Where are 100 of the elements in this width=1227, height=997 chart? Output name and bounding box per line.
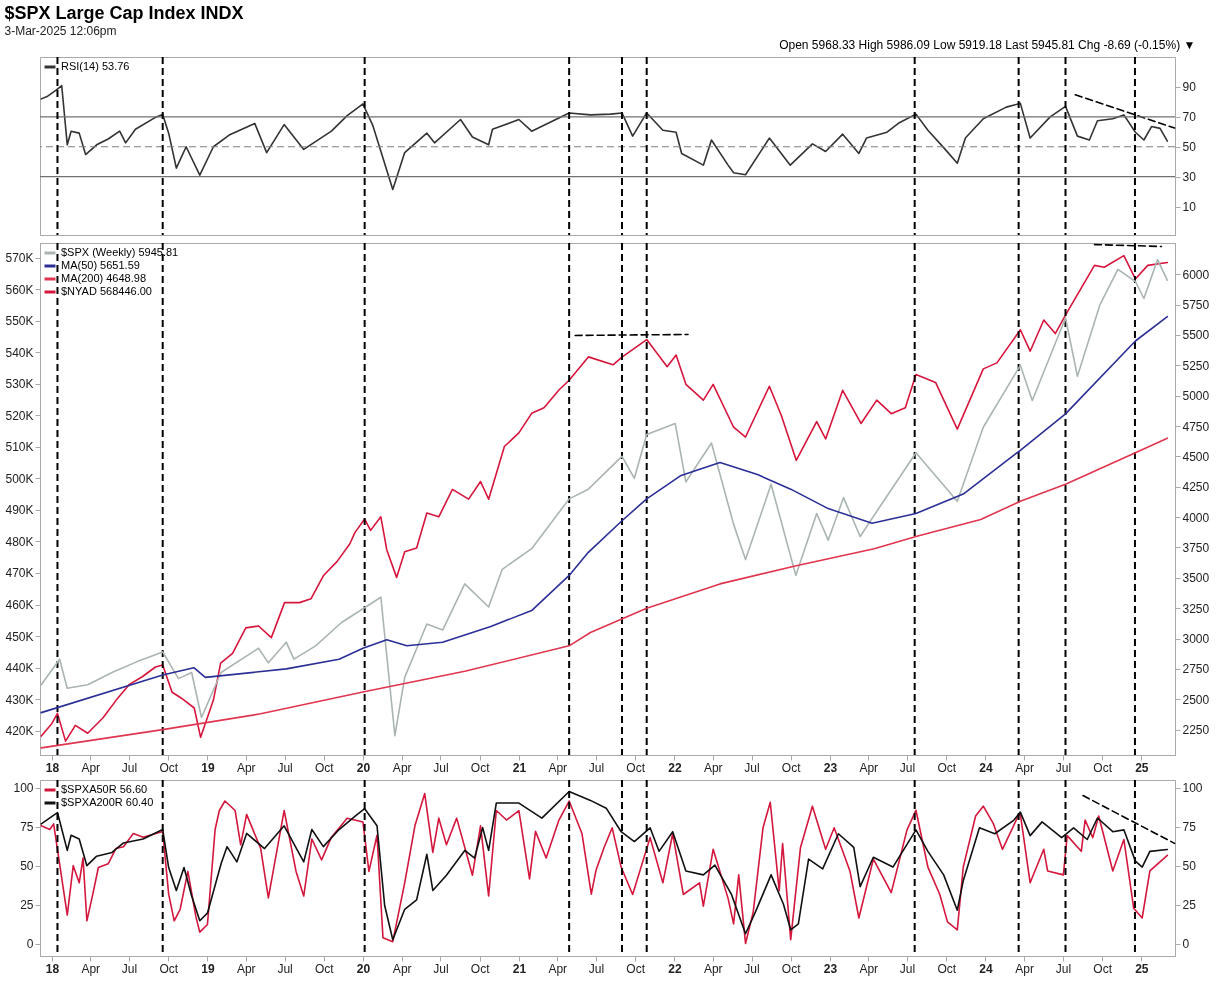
y-tick-label: 100 <box>13 781 34 796</box>
y-tick-label: 480K <box>5 534 34 549</box>
x-tick-label: 20 <box>356 961 371 976</box>
y-tick-label: 50 <box>20 859 34 874</box>
x-tick-label: Jul <box>744 961 760 976</box>
y2-tick-label: 4750 <box>1182 419 1210 434</box>
y2-tick-label: 2750 <box>1182 662 1210 677</box>
x-tick-label: Oct <box>781 760 802 775</box>
y2-tick-label: 5000 <box>1182 389 1210 404</box>
x-tick-label: Apr <box>548 961 568 976</box>
y-tick-label: 540K <box>5 345 34 360</box>
x-tick-label: Apr <box>859 760 879 775</box>
y2-tick-label: 5250 <box>1182 358 1210 373</box>
x-tick-label: 24 <box>979 961 993 976</box>
x-tick-label: Apr <box>392 961 412 976</box>
legend-label: RSI(14) 53.76 <box>61 60 130 72</box>
chart-subtitle: 3-Mar-2025 12:06pm <box>4 23 117 38</box>
x-tick-label: Apr <box>81 961 101 976</box>
x-tick-label: 25 <box>1135 961 1149 976</box>
x-tick-label: 18 <box>45 760 60 775</box>
y2-tick-label: 4500 <box>1182 449 1210 464</box>
x-tick-label: Jul <box>588 961 605 976</box>
x-tick-label: 22 <box>668 760 682 775</box>
x-tick-label: Jul <box>1055 961 1072 976</box>
y2-tick-label: 6000 <box>1182 267 1210 282</box>
x-tick-label: 20 <box>356 760 371 775</box>
y2-tick-label: 30 <box>1182 170 1197 185</box>
x-tick-label: Oct <box>626 760 646 775</box>
x-tick-label: 22 <box>668 961 682 976</box>
y2-tick-label: 5750 <box>1182 298 1210 313</box>
x-tick-label: 18 <box>45 961 60 976</box>
x-tick-label: Jul <box>433 760 449 775</box>
y2-tick-label: 75 <box>1182 820 1197 835</box>
y-tick-label: 470K <box>5 566 34 581</box>
y2-tick-label: 100 <box>1182 781 1203 796</box>
x-tick-label: Oct <box>470 760 491 775</box>
x-tick-label: Jul <box>588 760 605 775</box>
y-tick-label: 550K <box>5 314 34 329</box>
x-tick-label: Jul <box>277 961 293 976</box>
y-tick-label: 440K <box>5 661 34 676</box>
y-tick-label: 460K <box>5 598 34 613</box>
y2-tick-label: 50 <box>1182 140 1197 155</box>
y-tick-label: 450K <box>5 629 34 644</box>
x-tick-label: Jul <box>121 961 138 976</box>
y2-tick-label: 2250 <box>1182 723 1210 738</box>
x-tick-label: Oct <box>1093 760 1113 775</box>
y2-tick-label: 3000 <box>1182 632 1210 647</box>
y-tick-label: 530K <box>5 377 34 392</box>
y-tick-label: 520K <box>5 408 34 423</box>
x-tick-label: Jul <box>121 760 138 775</box>
x-tick-label: 21 <box>512 760 527 775</box>
legend-label: MA(200) 4648.98 <box>61 272 146 284</box>
x-tick-label: Jul <box>899 961 916 976</box>
x-tick-label: 19 <box>201 760 215 775</box>
y2-tick-label: 90 <box>1182 80 1197 95</box>
y2-tick-label: 10 <box>1182 200 1197 215</box>
x-tick-label: Apr <box>236 961 256 976</box>
y2-tick-label: 5500 <box>1182 328 1210 343</box>
x-tick-label: Oct <box>159 760 179 775</box>
x-tick-label: Apr <box>859 961 879 976</box>
y-tick-label: 500K <box>5 471 34 486</box>
x-tick-label: Jul <box>1055 760 1072 775</box>
y2-tick-label: 3250 <box>1182 601 1210 616</box>
legend-label: MA(50) 5651.59 <box>61 259 140 271</box>
x-tick-label: Oct <box>937 760 957 775</box>
x-tick-label: Apr <box>392 760 412 775</box>
x-tick-label: Apr <box>703 961 723 976</box>
y2-tick-label: 4250 <box>1182 480 1210 495</box>
x-tick-label: Oct <box>159 961 179 976</box>
x-tick-label: Oct <box>626 961 646 976</box>
legend-label: $SPXA50R 56.60 <box>61 783 148 795</box>
x-tick-label: Oct <box>781 961 802 976</box>
x-tick-label: Jul <box>277 760 293 775</box>
y-tick-label: 0 <box>26 937 34 952</box>
x-tick-label: 23 <box>823 961 838 976</box>
y2-tick-label: 3500 <box>1182 571 1210 586</box>
y-tick-label: 510K <box>5 440 34 455</box>
y2-tick-label: 0 <box>1182 937 1190 952</box>
y-tick-label: 420K <box>5 724 34 739</box>
x-tick-label: 24 <box>979 760 993 775</box>
y-tick-label: 75 <box>20 820 34 835</box>
x-tick-label: Jul <box>433 961 449 976</box>
x-tick-label: Oct <box>470 961 491 976</box>
x-tick-label: Apr <box>548 760 568 775</box>
y2-tick-label: 25 <box>1182 898 1197 913</box>
x-tick-label: Oct <box>1093 961 1113 976</box>
x-tick-label: Oct <box>314 760 335 775</box>
legend-label: $NYAD 568446.00 <box>61 285 152 297</box>
y2-tick-label: 3750 <box>1182 540 1210 555</box>
x-tick-label: Apr <box>1015 760 1035 775</box>
x-tick-label: Oct <box>937 961 957 976</box>
x-tick-label: Apr <box>703 760 723 775</box>
y-tick-label: 430K <box>5 692 34 707</box>
chart-title: $SPX Large Cap Index INDX <box>4 2 244 23</box>
legend-label: $SPX (Weekly) 5945.81 <box>61 246 179 258</box>
x-tick-label: 23 <box>823 760 838 775</box>
x-tick-label: Apr <box>1015 961 1035 976</box>
y2-tick-label: 70 <box>1182 110 1197 125</box>
x-tick-label: Apr <box>236 760 256 775</box>
y-tick-label: 560K <box>5 282 34 297</box>
